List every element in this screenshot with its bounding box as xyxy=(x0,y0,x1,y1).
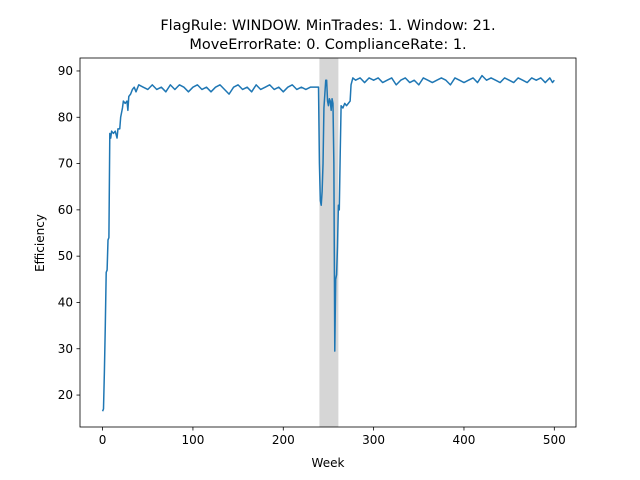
y-tick-label: 70 xyxy=(58,157,73,171)
x-axis-label: Week xyxy=(312,456,345,470)
x-tick-label: 500 xyxy=(543,433,566,447)
y-tick-label: 60 xyxy=(58,203,73,217)
chart-title: FlagRule: WINDOW. MinTrades: 1. Window: … xyxy=(160,18,495,34)
chart-title: MoveErrorRate: 0. ComplianceRate: 1. xyxy=(189,37,466,53)
plot-frame xyxy=(79,57,577,428)
y-tick-label: 30 xyxy=(58,342,73,356)
x-tick-label: 400 xyxy=(453,433,476,447)
y-tick-label: 40 xyxy=(58,295,73,309)
x-tick-label: 200 xyxy=(272,433,295,447)
y-tick-label: 50 xyxy=(58,249,73,263)
y-tick-label: 20 xyxy=(58,388,73,402)
shaded-span xyxy=(319,58,339,427)
x-tick-label: 100 xyxy=(181,433,204,447)
y-tick-label: 90 xyxy=(58,64,73,78)
y-tick-label: 80 xyxy=(58,110,73,124)
y-axis-label: Efficiency xyxy=(33,214,47,272)
x-tick-label: 300 xyxy=(362,433,385,447)
line-series xyxy=(101,74,555,412)
x-tick-label: 0 xyxy=(99,433,107,447)
